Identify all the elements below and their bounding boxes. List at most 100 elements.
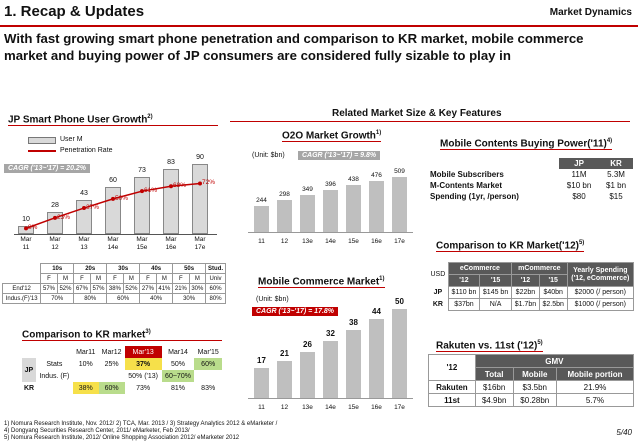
rak-header: Mobile (512, 367, 557, 381)
headline: With fast growing smart phone penetratio… (4, 31, 584, 63)
gen-cell: 70% (40, 293, 75, 304)
rakuten-title: Rakuten vs. 11st ('12)5) (436, 340, 543, 353)
rak-cell: $4.9bn (474, 393, 514, 407)
comparison-kr-left-sup: 3) (145, 329, 151, 335)
kr-year-header: '12 (447, 274, 481, 287)
o2o-bar (346, 185, 361, 232)
smartphone-x-label: Mar 15e (136, 236, 148, 251)
kr-market-sup: 5) (578, 240, 585, 246)
rak-row: 11st $4.9bn $0.28bn 5.7% (428, 393, 635, 407)
buying-power-table: JP KR Mobile Subscribers 11M 5.3M M-Cont… (428, 158, 633, 202)
smartphone-x-label: Mar 13 (78, 236, 90, 251)
buy-cell: 11M (571, 170, 587, 179)
legend-line-swatch (28, 150, 56, 152)
footnote: 5) Nomura Research Institute, 2012/ Onli… (4, 435, 240, 441)
gen-cell: 30% (172, 293, 207, 304)
cmp-cell: 81% (170, 384, 185, 392)
penetration-rate-label: 61% (144, 187, 158, 195)
footnote: 4) Dongyang Securities Research Center, … (4, 428, 190, 434)
o2o-bar (369, 181, 384, 232)
smartphone-x-label: Mar 12 (49, 236, 61, 251)
kr-market-title: Comparison to KR Market('12)5) (436, 240, 585, 253)
legend-line-label: Penetration Rate (60, 147, 113, 154)
mcommerce-title-text: Mobile Commerce Market (258, 276, 380, 288)
o2o-bar (392, 177, 407, 232)
kr-cell: $2.5bn (538, 298, 568, 311)
mcommerce-value-label: 32 (326, 328, 335, 338)
buying-power-title: Mobile Contents Buying Power('11)4) (440, 138, 613, 151)
gen-cell: 40% (139, 293, 174, 304)
mcommerce-x-label: 11 (258, 404, 265, 411)
gen-age-header: Stud. (205, 263, 226, 274)
gen-cell: 38% (106, 283, 124, 294)
mcommerce-value-label: 44 (372, 307, 381, 317)
o2o-x-label: 11 (258, 238, 265, 245)
buy-row-label: Mobile Subscribers (430, 170, 504, 179)
o2o-bar (300, 194, 315, 232)
gen-sex-header: F (40, 273, 58, 284)
mcommerce-value-label: 50 (395, 296, 404, 306)
kr-cell: $2000 (/ person) (566, 286, 635, 299)
smartphone-bar (105, 187, 121, 234)
legend-bar-label: User M (60, 136, 83, 143)
kr-cell: $37bn (447, 298, 481, 311)
comparison-kr-left-table: Mar11 Mar12 Mar'13 Mar14 Mar'15 JP Stats… (22, 346, 222, 394)
cmp-kr-row: KR 38% 60% 73% 81% 83% (22, 382, 222, 394)
header-divider (0, 25, 638, 27)
kr-group-header: eCommerce (447, 262, 513, 275)
cmp-kr-label: KR (24, 384, 35, 392)
smartphone-value-label: 10 (22, 216, 30, 224)
smartphone-x-label: Mar 14e (107, 236, 119, 251)
smartphone-value-label: 73 (138, 167, 146, 175)
o2o-title: O2O Market Growth1) (282, 130, 382, 143)
kr-cell: $1.7bn (511, 298, 540, 311)
penetration-point (140, 189, 144, 194)
cmp-indus-label: Indus. (F) (39, 372, 70, 380)
rak-cell: $3.5bn (512, 380, 557, 394)
penetration-point (169, 184, 173, 189)
cmp-cell-highlight: 37% (124, 358, 162, 370)
gen-sex-header: M (188, 273, 207, 284)
o2o-x-axis (248, 232, 413, 233)
gen-sex-header-row: F M F M F M F M F M Univ (3, 273, 226, 284)
smartphone-section-sup: 2) (147, 114, 153, 120)
buy-cell: $80 (572, 192, 586, 201)
buy-cell: 5.3M (607, 170, 625, 179)
gen-cell: 27% (139, 283, 157, 294)
penetration-point (198, 181, 202, 186)
mcommerce-x-label: 13e (302, 404, 313, 411)
o2o-value-label: 298 (279, 191, 290, 199)
mcommerce-value-label: 26 (303, 339, 312, 349)
gen-sex-header: M (122, 273, 141, 284)
mcommerce-value-label: 38 (349, 318, 358, 328)
rak-header: Total (474, 367, 514, 381)
buying-power-sup: 4) (606, 138, 613, 144)
buy-row-label: Spending (1yr, /person) (430, 192, 519, 201)
kr-row-label: JP (433, 289, 443, 296)
gen-cell: 57% (89, 283, 108, 294)
mcommerce-bar (300, 351, 315, 398)
kr-row-jp: JP $110 bn $145 bn $22bn $40bn $2000 (/ … (428, 286, 635, 299)
penetration-point (24, 226, 28, 231)
gen-sex-header: F (106, 273, 124, 284)
smartphone-value-label: 28 (51, 202, 59, 210)
o2o-x-label: 17e (394, 238, 405, 245)
o2o-x-label: 15e (348, 238, 359, 245)
rak-cell: 21.9% (555, 380, 635, 394)
o2o-x-label: 16e (371, 238, 382, 245)
o2o-value-label: 396 (325, 180, 336, 188)
rak-gmv-header: GMV (474, 354, 635, 368)
cmp-stats-label: Stats (46, 360, 63, 368)
smartphone-bar (134, 177, 150, 234)
o2o-value-label: 438 (348, 176, 359, 184)
kr-year-header: '12 (511, 274, 540, 287)
buy-row: Spending (1yr, /person) $80 $15 (428, 191, 633, 202)
mcommerce-title: Mobile Commerce Market1) (258, 276, 385, 289)
buy-header-kr: KR (599, 158, 633, 169)
page-title: 1. Recap & Updates (4, 3, 145, 20)
mcommerce-x-label: 16e (371, 404, 382, 411)
o2o-plot: 244 11 298 12 349 13e 396 14e 438 15e 476 16e 509 17e (248, 160, 418, 250)
buy-header-row: JP KR (428, 158, 633, 169)
cmp-header: Mar12 (101, 348, 122, 356)
mcommerce-bar (254, 367, 269, 398)
